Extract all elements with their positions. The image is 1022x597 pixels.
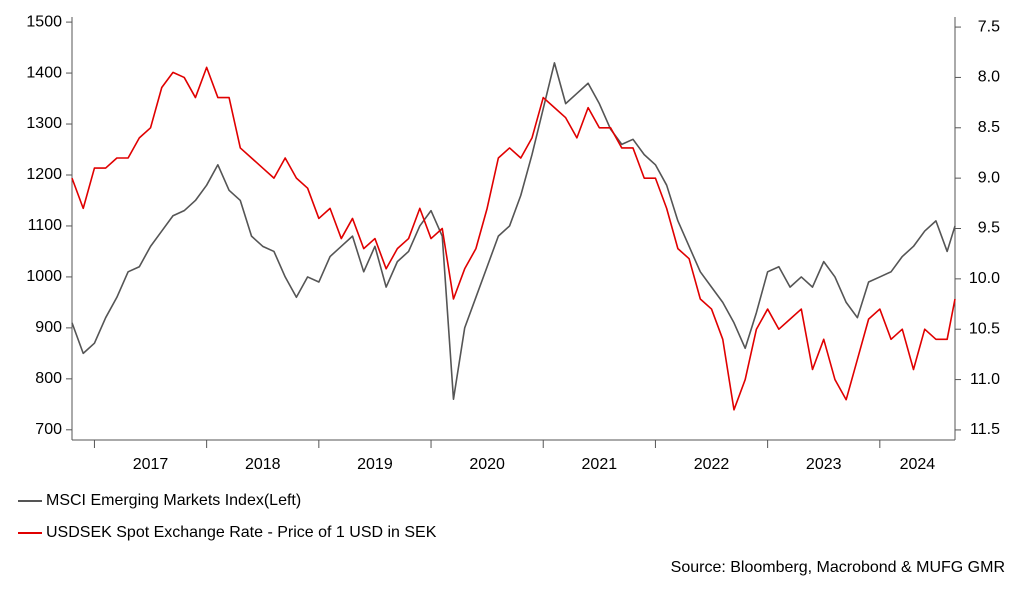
y2-tick-label: 7.5 bbox=[978, 18, 1000, 35]
source-note: Source: Bloomberg, Macrobond & MUFG GMR bbox=[671, 559, 1005, 576]
y-tick-label: 1300 bbox=[26, 115, 62, 132]
legend-label: MSCI Emerging Markets Index(Left) bbox=[46, 492, 301, 509]
legend-label: USDSEK Spot Exchange Rate - Price of 1 U… bbox=[46, 524, 437, 541]
x-tick-label: 2017 bbox=[133, 456, 169, 473]
y2-tick-label: 8.0 bbox=[978, 69, 1000, 86]
y-tick-label: 800 bbox=[35, 370, 62, 387]
x-tick-label: 2021 bbox=[582, 456, 618, 473]
x-tick-label: 2018 bbox=[245, 456, 281, 473]
y2-tick-label: 11.5 bbox=[970, 421, 1000, 438]
y2-tick-label: 10.5 bbox=[969, 320, 1000, 337]
y2-tick-label: 8.5 bbox=[978, 119, 1000, 136]
x-tick-label: 2023 bbox=[806, 456, 842, 473]
x-tick-label: 2024 bbox=[900, 456, 936, 473]
y-tick-label: 900 bbox=[35, 319, 62, 336]
series-line bbox=[71, 62, 956, 401]
y2-tick-label: 10.0 bbox=[969, 270, 1000, 287]
y2-tick-label: 9.0 bbox=[978, 169, 1000, 186]
y-tick-label: 1500 bbox=[26, 13, 62, 30]
x-tick-label: 2019 bbox=[357, 456, 393, 473]
y-tick-label: 1200 bbox=[26, 166, 62, 183]
y2-tick-label: 9.5 bbox=[978, 220, 1000, 237]
y-tick-label: 1400 bbox=[26, 64, 62, 81]
y2-tick-label: 11.0 bbox=[970, 371, 1000, 388]
y-tick-label: 700 bbox=[35, 421, 62, 438]
x-tick-label: 2022 bbox=[694, 456, 730, 473]
y-tick-label: 1000 bbox=[26, 268, 62, 285]
series-line bbox=[71, 66, 956, 411]
y-tick-label: 1100 bbox=[28, 217, 63, 234]
x-tick-label: 2020 bbox=[469, 456, 505, 473]
